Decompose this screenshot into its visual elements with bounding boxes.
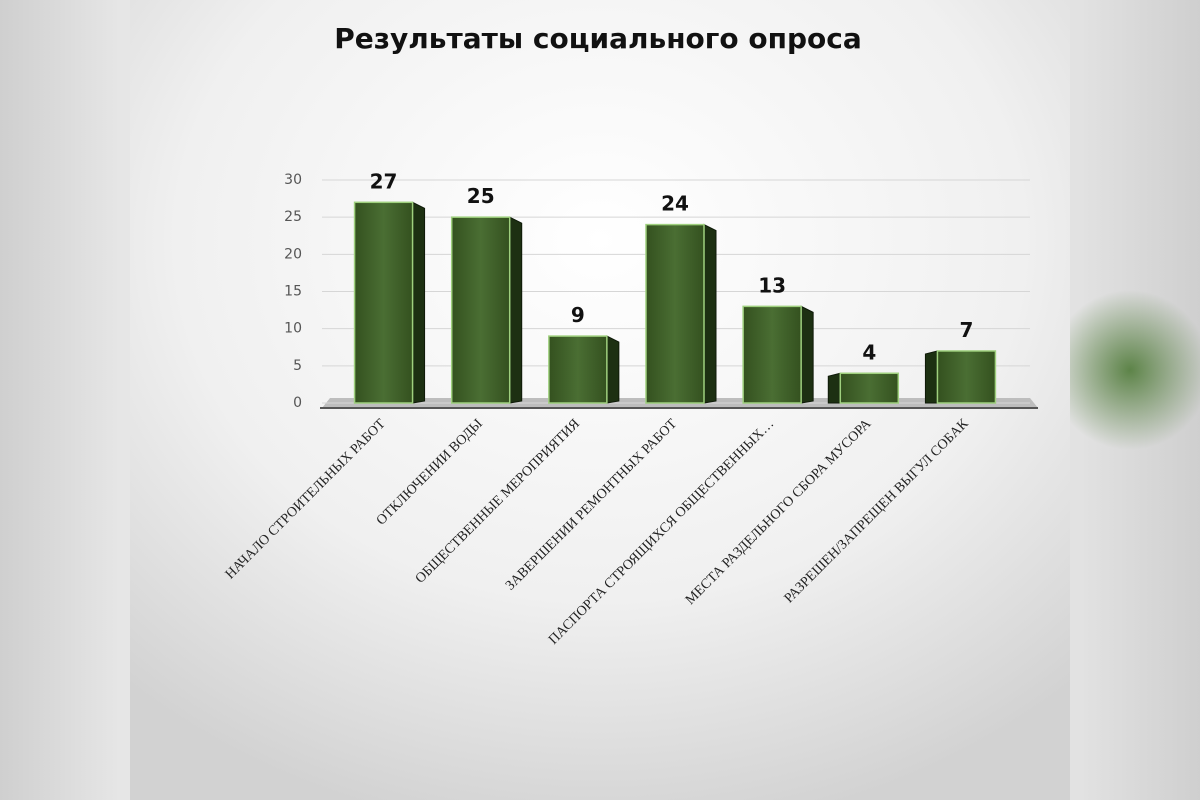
value-label: 7 bbox=[959, 318, 973, 342]
y-tick-label: 10 bbox=[284, 321, 302, 337]
value-label: 13 bbox=[758, 273, 786, 297]
bar-side bbox=[606, 335, 620, 404]
value-label: 4 bbox=[862, 340, 876, 364]
bar bbox=[645, 223, 705, 404]
bar bbox=[450, 216, 511, 404]
bar-side bbox=[924, 350, 938, 404]
bar bbox=[548, 335, 608, 404]
bar-side bbox=[509, 216, 523, 404]
bar bbox=[839, 372, 900, 404]
bar-side bbox=[412, 201, 426, 404]
bar-side bbox=[800, 305, 814, 404]
bar bbox=[742, 305, 802, 404]
y-tick-label: 0 bbox=[293, 395, 302, 411]
bar-side bbox=[703, 223, 717, 404]
y-tick-label: 5 bbox=[293, 358, 302, 374]
y-tick-label: 30 bbox=[284, 172, 302, 188]
bar bbox=[353, 201, 414, 404]
y-tick-label: 15 bbox=[284, 284, 302, 300]
chart-title: Результаты социального опроса bbox=[334, 22, 862, 55]
bar bbox=[936, 350, 997, 404]
y-tick-label: 25 bbox=[284, 209, 302, 225]
value-label: 9 bbox=[571, 303, 585, 327]
value-label: 25 bbox=[467, 184, 495, 208]
bar-side bbox=[827, 372, 841, 404]
y-tick-label: 20 bbox=[284, 246, 302, 262]
value-label: 27 bbox=[370, 169, 398, 193]
value-label: 24 bbox=[661, 192, 689, 216]
background-blur bbox=[1050, 290, 1200, 450]
